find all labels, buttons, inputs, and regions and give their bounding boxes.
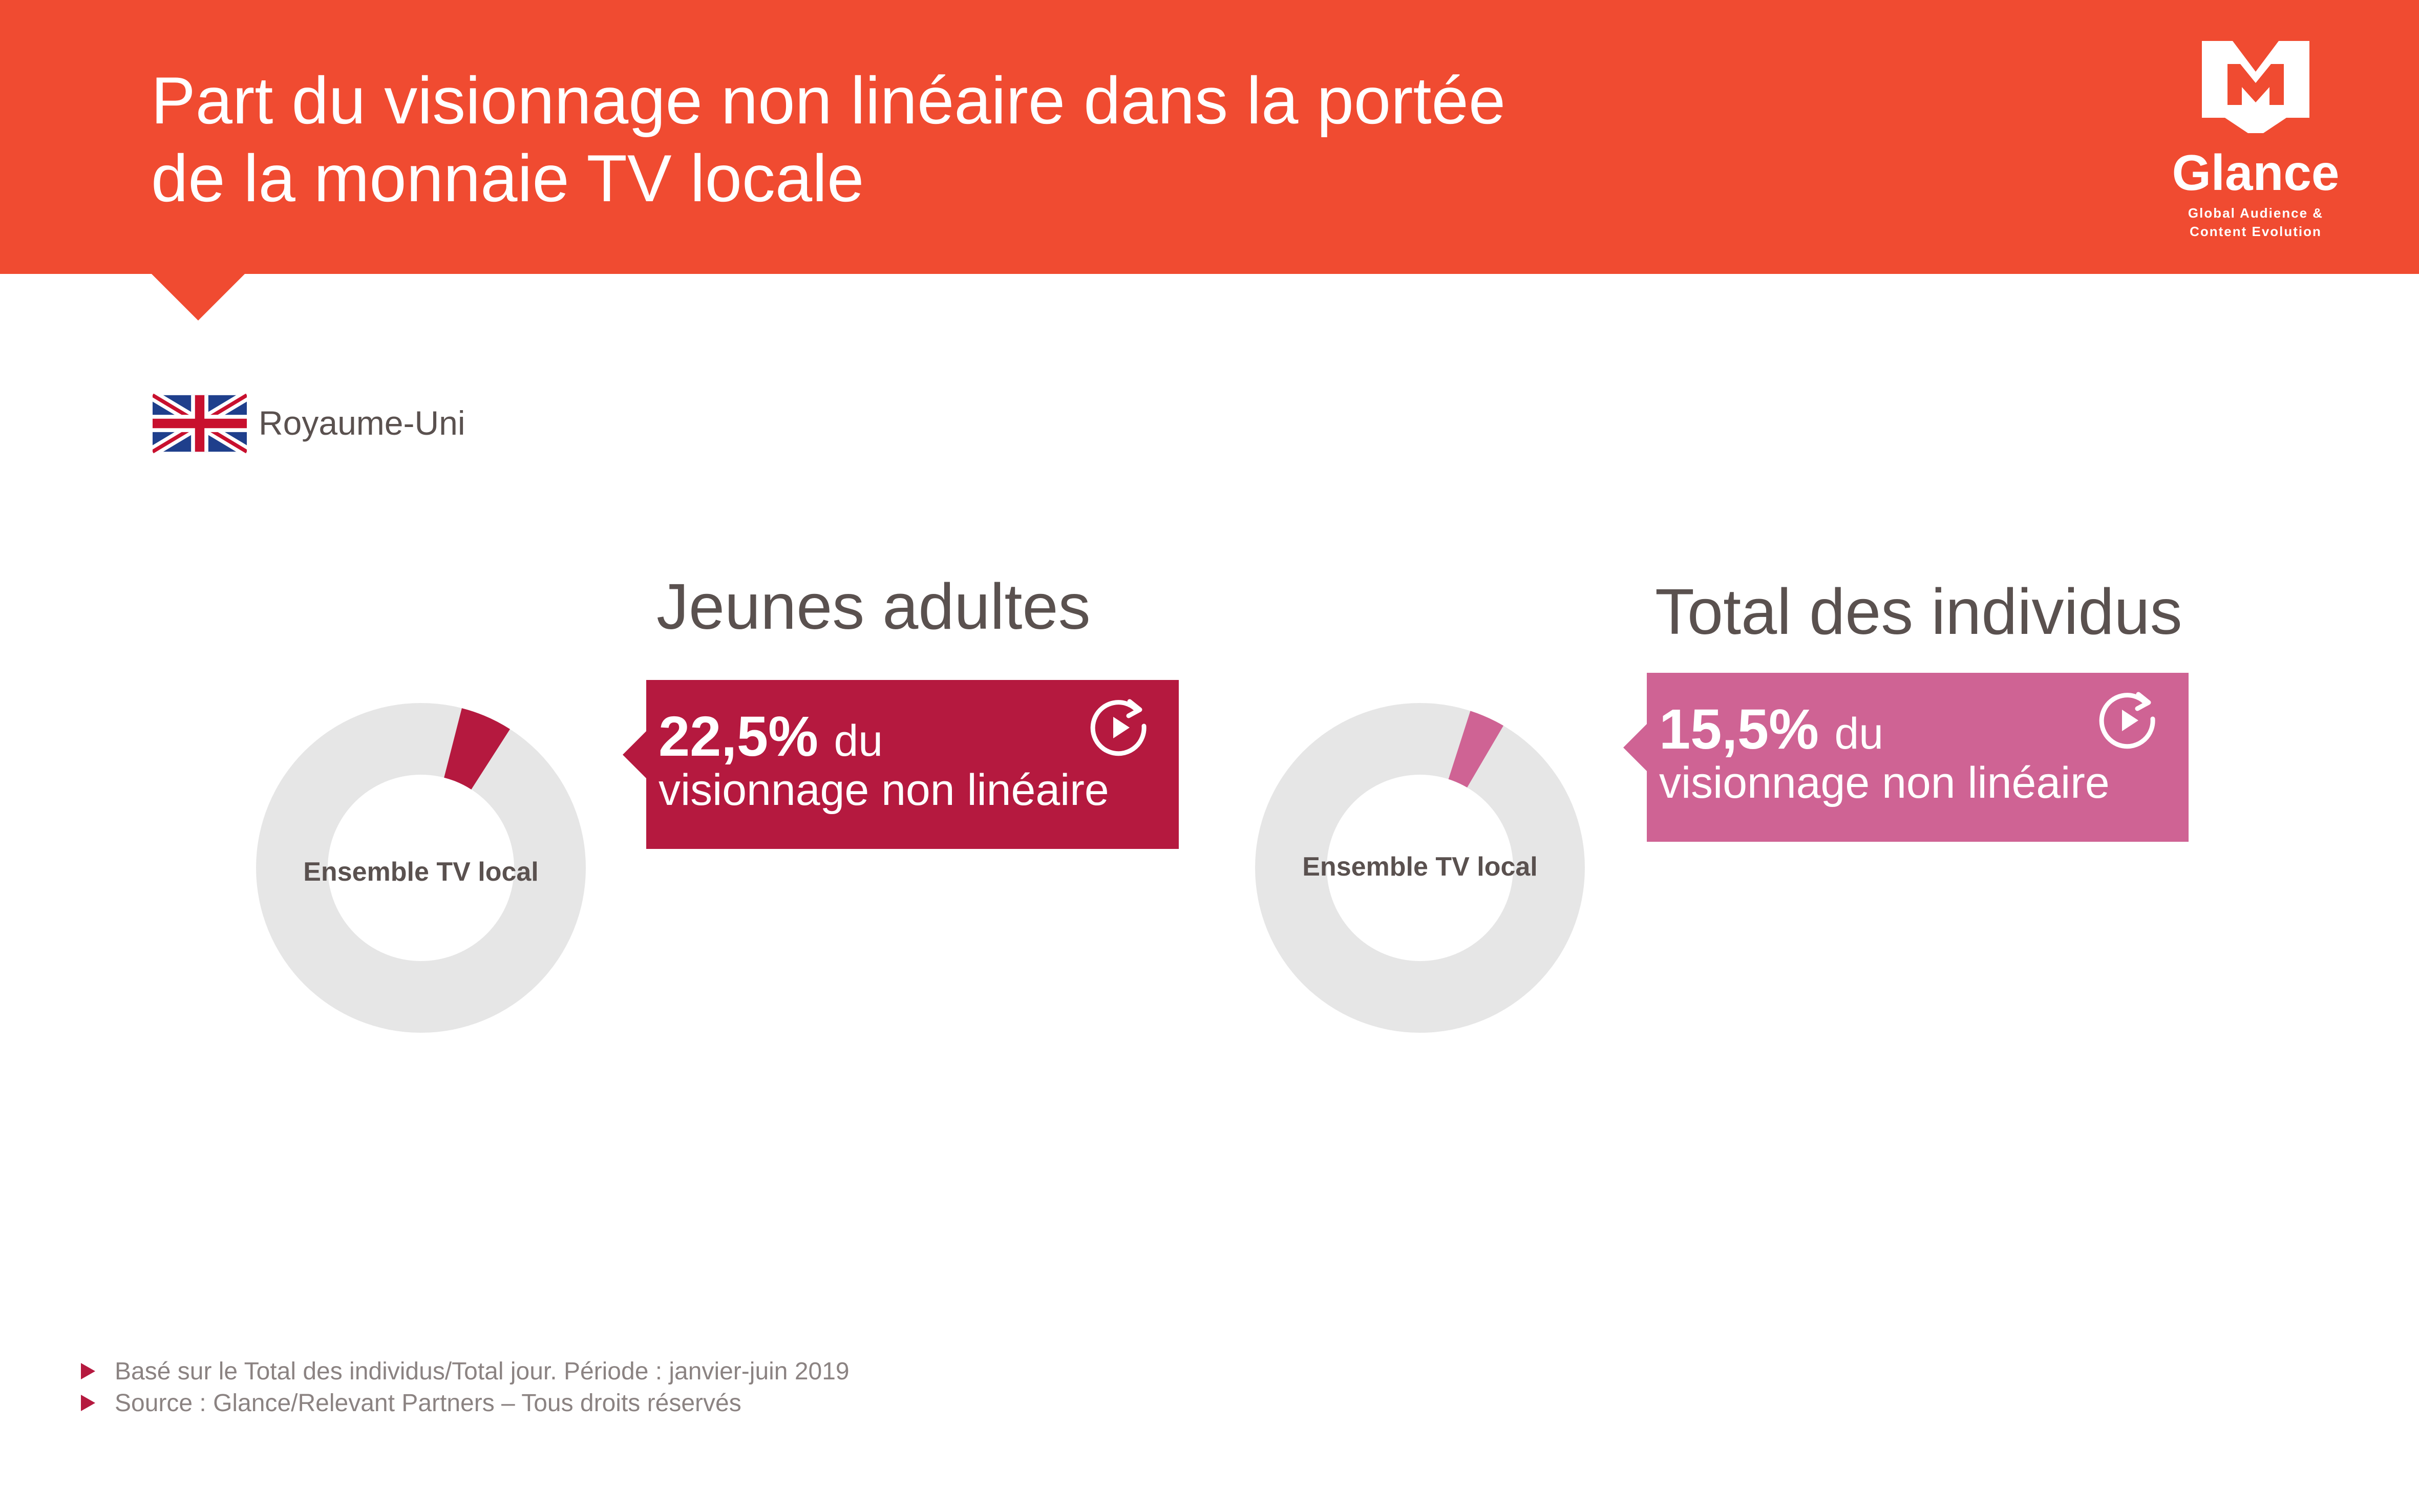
page-title-line-1: Part du visionnage non linéaire dans la …	[151, 63, 1506, 138]
callout-jeunes-adultes: 22,5% du visionnage non linéaire	[623, 680, 1179, 849]
footnote-base: Basé sur le Total des individus/Total jo…	[78, 1356, 850, 1388]
panel-title-total-individus: Total des individus	[1655, 576, 2182, 648]
donut-slice-non-lineaire	[1448, 711, 1504, 788]
glance-logo-icon	[2202, 41, 2309, 133]
center-label-jeunes-adultes: Ensemble TV local	[303, 857, 539, 887]
callout-value: 15,5%	[1659, 698, 1819, 761]
donut-chart-jeunes-adultes	[256, 703, 586, 1033]
bullet-icon	[81, 1395, 95, 1411]
panel-title-jeunes-adultes: Jeunes adultes	[656, 570, 1091, 643]
header-notch	[151, 273, 245, 321]
callout-du: du	[1834, 709, 1884, 758]
replay-icon	[1090, 699, 1147, 756]
donut-slice-non-lineaire	[444, 708, 510, 790]
footnote-source: Source : Glance/Relevant Partners – Tous…	[78, 1388, 850, 1419]
logo-tagline-line-2: Content Evolution	[2190, 224, 2322, 239]
callout-text: visionnage non linéaire	[659, 765, 1109, 815]
logo-tagline: Global Audience & Content Evolution	[2151, 204, 2361, 241]
donut-hole	[1327, 775, 1513, 961]
country-label: Royaume-Uni	[259, 404, 465, 442]
callout-total-individus: 15,5% du visionnage non linéaire	[1623, 673, 2189, 842]
page-title: Part du visionnage non linéaire dans la …	[151, 61, 1636, 217]
logo-tagline-line-1: Global Audience &	[2188, 205, 2324, 221]
callout-du: du	[834, 716, 883, 765]
callout-value-line: 22,5% du	[659, 704, 883, 774]
callout-value-line: 15,5% du	[1659, 696, 1883, 767]
callout-pointer	[623, 731, 646, 778]
logo-wordmark: Glance	[2172, 144, 2340, 201]
callout-pointer	[1623, 724, 1647, 771]
center-label-total-individus: Ensemble TV local	[1302, 852, 1538, 882]
bullet-icon	[81, 1363, 95, 1379]
page-title-line-2: de la monnaie TV locale	[151, 141, 864, 216]
callout-value: 22,5%	[659, 705, 818, 768]
donut-hole	[328, 775, 514, 961]
footnote-text: Basé sur le Total des individus/Total jo…	[115, 1358, 850, 1385]
footnotes: Basé sur le Total des individus/Total jo…	[78, 1356, 850, 1419]
footnote-text: Source : Glance/Relevant Partners – Tous…	[115, 1390, 741, 1417]
donut-chart-total-individus	[1255, 703, 1585, 1033]
callout-text: visionnage non linéaire	[1659, 758, 2110, 807]
replay-icon	[2099, 692, 2155, 749]
header-bar	[0, 0, 2419, 274]
uk-flag-icon	[153, 393, 247, 454]
